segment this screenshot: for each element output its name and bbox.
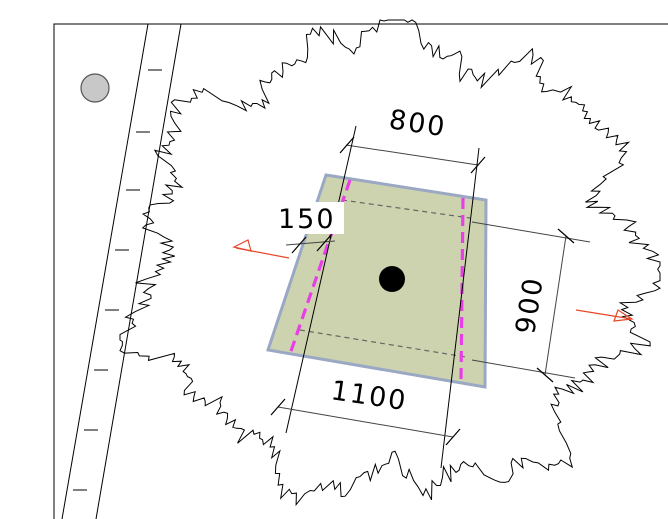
dimension-bottom-label: 1100 bbox=[329, 375, 409, 417]
section-marker-right-icon bbox=[575, 309, 634, 322]
tree-canopy-outline bbox=[119, 19, 661, 507]
section-marker-left-icon bbox=[232, 239, 290, 259]
inner-reference-lines bbox=[299, 199, 471, 358]
dimension-bottom bbox=[270, 398, 461, 446]
dimension-height-label: 900 bbox=[510, 274, 550, 336]
dimension-height bbox=[471, 221, 591, 383]
offset-label-bg bbox=[276, 202, 344, 234]
column-icon bbox=[379, 266, 405, 292]
dimension-top bbox=[285, 125, 486, 469]
dimension-offset-label: 150 bbox=[278, 204, 336, 235]
survey-point-icon bbox=[80, 73, 110, 103]
road-strip bbox=[61, 23, 182, 519]
sheet-frame bbox=[53, 23, 668, 519]
dimension-top-label: 800 bbox=[387, 104, 448, 143]
dimension-offset bbox=[285, 234, 336, 254]
